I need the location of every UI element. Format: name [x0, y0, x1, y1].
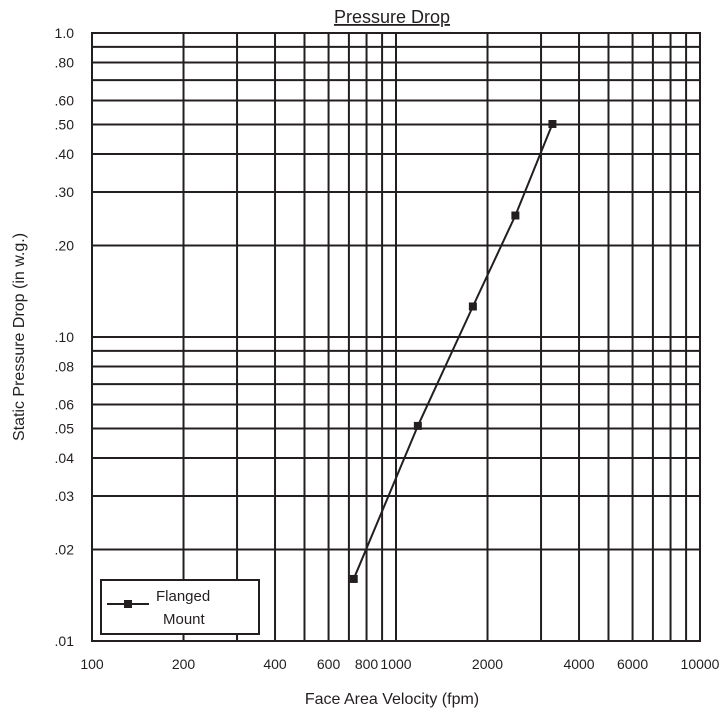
legend-label-line-2: Mount: [163, 611, 206, 628]
y-tick-label: .80: [55, 54, 75, 70]
y-tick-label: .60: [55, 92, 75, 108]
grid: [91, 32, 701, 642]
legend-box: [100, 579, 260, 635]
data-point-marker: [413, 421, 422, 430]
y-tick-label: .06: [55, 396, 75, 412]
x-tick-label: 2000: [472, 656, 503, 672]
x-tick-label: 600: [317, 656, 341, 672]
y-tick-label: .03: [55, 488, 75, 504]
x-tick-label: 400: [263, 656, 287, 672]
x-tick-label: 4000: [563, 656, 594, 672]
data-point-marker: [468, 302, 477, 311]
y-tick-label: .01: [55, 633, 75, 649]
data-point-marker: [548, 119, 557, 128]
x-tick-label: 100: [80, 656, 104, 672]
x-axis-ticks: 100 200 400 600 800 1000 2000 4000 6000 10000: [80, 656, 719, 672]
data-point-marker: [511, 211, 520, 220]
x-axis-label: Face Area Velocity (fpm): [305, 691, 479, 708]
x-tick-label: 6000: [617, 656, 648, 672]
x-tick-label: 200: [172, 656, 196, 672]
x-tick-label: 1000: [380, 656, 411, 672]
legend-label-line-1: Flanged: [156, 588, 210, 605]
y-axis-label: Static Pressure Drop (in w.g.): [11, 233, 28, 441]
y-tick-label: .04: [55, 450, 75, 466]
legend: Flanged Mount: [100, 579, 260, 635]
y-tick-label: .05: [55, 421, 75, 437]
y-tick-label: .10: [55, 329, 75, 345]
y-tick-label: .20: [55, 237, 75, 253]
series-layer: [349, 119, 557, 583]
y-tick-label: 1.0: [55, 25, 75, 41]
x-tick-label: 800: [355, 656, 379, 672]
y-tick-label: .02: [55, 541, 75, 557]
y-axis-ticks: 1.0 .80 .60 .50 .40 .30 .20 .10 .08 .06 .05 .04 .03.…: [55, 25, 75, 649]
data-point-marker: [349, 574, 358, 583]
y-tick-label: .08: [55, 358, 75, 374]
x-tick-label: 10000: [681, 656, 720, 672]
y-tick-label: .50: [55, 117, 75, 133]
legend-marker: [124, 600, 132, 608]
chart-title: Pressure Drop: [334, 7, 450, 27]
plot-frame: [91, 32, 701, 642]
y-tick-label: .30: [55, 184, 75, 200]
y-tick-label: .40: [55, 146, 75, 162]
